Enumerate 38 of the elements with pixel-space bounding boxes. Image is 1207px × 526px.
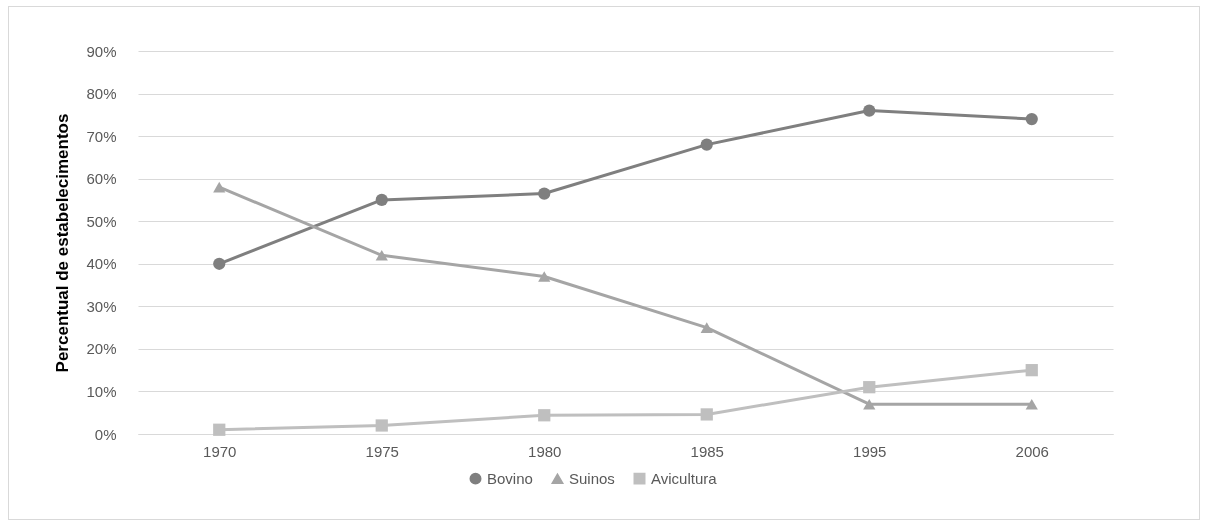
point [700,408,713,421]
point [213,257,226,270]
legend-label: Bovino [487,469,533,487]
y-axis-title: Percentual de estabelecimentos [53,113,73,373]
point [538,409,551,422]
legend-label: Suinos [569,469,615,487]
point [538,187,551,200]
y-tick-label: 30% [86,297,117,315]
x-tick-label: 1980 [528,442,562,460]
x-tick-label: 1970 [203,442,237,460]
point [213,423,226,436]
y-tick-label: 90% [86,42,117,60]
point [700,322,713,333]
legend-label: Avicultura [651,469,718,487]
point [375,249,388,261]
y-tick-label: 20% [86,340,117,358]
y-tick-label: 50% [86,212,117,230]
y-tick-label: 70% [86,127,117,145]
point [375,419,388,432]
point [213,181,226,193]
point [538,271,551,282]
point [863,104,876,117]
x-tick-label: 1995 [853,442,887,460]
point [863,398,876,410]
x-tick-label: 1975 [365,442,399,460]
point [1025,398,1038,410]
x-tick-label: 2006 [1015,442,1049,460]
point [863,381,876,394]
y-tick-label: 60% [86,170,117,188]
y-tick-label: 80% [86,85,117,103]
point [1025,364,1038,377]
point [375,193,388,207]
point [700,138,713,151]
x-tick-label: 1985 [690,442,724,460]
y-tick-label: 10% [86,382,117,400]
point [1025,112,1038,126]
y-tick-label: 40% [86,255,117,273]
y-tick-label: 0% [94,425,117,443]
